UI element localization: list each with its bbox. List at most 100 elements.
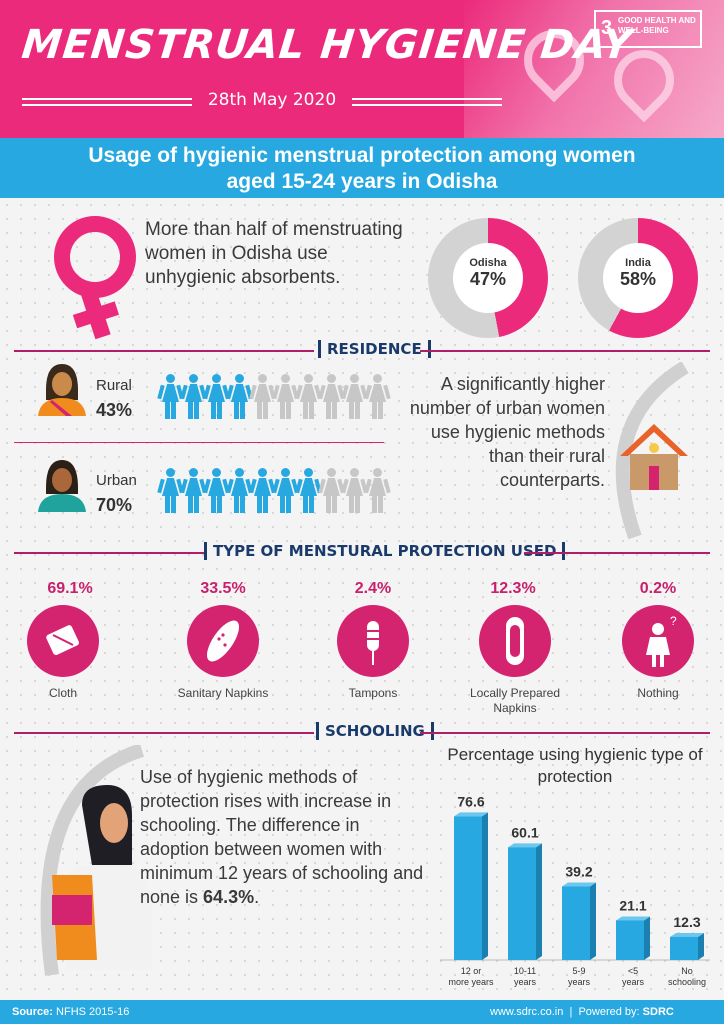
person-icon-empty — [364, 468, 391, 514]
section-divider — [420, 350, 710, 352]
rural-label: Rural — [96, 377, 132, 394]
local-napkin-icon — [479, 605, 551, 677]
bar — [670, 936, 698, 960]
source-credit: Source: NFHS 2015-16 — [12, 1000, 129, 1024]
person-icon-filled — [295, 468, 322, 514]
person-icon-filled — [180, 374, 207, 420]
category-label: years — [514, 977, 537, 987]
bar-value-label: 60.1 — [511, 824, 538, 840]
chart-title: Percentage using hygienic type of protec… — [447, 745, 703, 786]
event-date: 28th May 2020 — [207, 90, 337, 110]
svg-text:?: ? — [670, 614, 677, 628]
row-divider — [14, 442, 384, 443]
protection-label: Sanitary Napkins — [177, 686, 269, 700]
website-link[interactable]: www.sdrc.co.in — [490, 1006, 564, 1018]
category-label: 5-9 — [572, 966, 585, 976]
protection-percentage: 69.1% — [47, 580, 93, 597]
tampon-icon — [337, 605, 409, 677]
sdg-badge: 3 GOOD HEALTH AND WELL-BEING — [594, 10, 702, 48]
section-divider — [14, 732, 314, 734]
footer: Source: NFHS 2015-16 www.sdrc.co.in | Po… — [0, 1000, 724, 1024]
sanitary-napkin-icon — [187, 605, 259, 677]
section-divider — [14, 350, 314, 352]
person-icon-empty — [364, 374, 391, 420]
separator: | — [566, 1006, 579, 1018]
person-icon-filled — [272, 468, 299, 514]
person-icon-empty — [318, 374, 345, 420]
category-label: more years — [448, 977, 494, 987]
bar-value-label: 39.2 — [565, 864, 592, 880]
female-symbol-icon — [54, 216, 136, 340]
sdg-label: GOOD HEALTH AND WELL-BEING — [618, 16, 696, 35]
protection-label: Cloth — [48, 686, 77, 700]
category-label: years — [622, 977, 645, 987]
bar-value-label: 76.6 — [457, 793, 484, 809]
house-icon — [620, 424, 688, 490]
donut-center: India 58% — [603, 243, 673, 313]
person-icon-filled — [180, 468, 207, 514]
protection-label: Nothing — [637, 686, 679, 700]
divider — [22, 98, 192, 100]
donut-label: India — [625, 257, 651, 269]
date-row: 28th May 2020 — [22, 90, 502, 114]
protection-percentage: 12.3% — [490, 580, 536, 597]
bar-value-label: 21.1 — [619, 897, 646, 913]
source-value: NFHS 2015-16 — [56, 1006, 130, 1018]
divider — [22, 104, 192, 106]
donut-center: Odisha 47% — [453, 243, 523, 313]
cloth-icon — [27, 605, 99, 677]
person-icon-filled — [203, 468, 230, 514]
person-icon-empty — [295, 374, 322, 420]
divider — [352, 104, 502, 106]
student-girl-illustration — [40, 745, 152, 976]
category-label: years — [568, 977, 591, 987]
person-icon-filled — [249, 468, 276, 514]
person-icon-filled — [226, 468, 253, 514]
person-icon-empty — [272, 374, 299, 420]
bar-top — [616, 916, 650, 921]
bar — [616, 920, 644, 960]
schooling-text-end: . — [254, 887, 260, 907]
powered-by: SDRC — [642, 1006, 674, 1018]
page-title: MENSTRUAL HYGIENE DAY — [19, 22, 635, 68]
bar-top — [454, 812, 488, 817]
schooling-section-title: SCHOOLING — [316, 722, 434, 740]
donut-label: Odisha — [469, 257, 507, 269]
sdg-number: 3 — [601, 17, 613, 39]
footer-links: www.sdrc.co.in | Powered by: SDRC — [490, 1000, 674, 1024]
schooling-text: Use of hygienic methods of protection ri… — [140, 765, 430, 909]
odisha-donut: Odisha 47% — [428, 218, 548, 338]
bar-top — [508, 843, 542, 848]
protection-section-title: TYPE OF MENSTURAL PROTECTION USED — [204, 542, 566, 560]
person-icon-empty — [249, 374, 276, 420]
divider — [352, 98, 502, 100]
donut-value: 58% — [619, 269, 657, 289]
arc-decoration — [615, 362, 689, 540]
bar-side — [536, 843, 542, 960]
schooling-text-main: Use of hygienic methods of protection ri… — [140, 767, 424, 907]
banner-line-1: Usage of hygienic menstrual protection a… — [88, 144, 636, 167]
category-label: 10-11 — [514, 966, 536, 976]
person-icon-filled — [226, 374, 253, 420]
urban-percentage: 70% — [96, 495, 133, 515]
rural-percentage: 43% — [96, 400, 133, 420]
protection-percentage: 0.2% — [639, 580, 677, 597]
person-icon-empty — [341, 468, 368, 514]
person-icon-filled — [157, 374, 184, 420]
banner-line-2: aged 15-24 years in Odisha — [226, 170, 498, 193]
category-label: <5 — [628, 966, 638, 976]
powered-label: Powered by: — [578, 1006, 640, 1018]
person-icon-empty — [341, 374, 368, 420]
urban-label: Urban — [96, 472, 137, 489]
rural-pictogram — [157, 374, 391, 420]
bar-top — [562, 882, 596, 887]
residence-note: A significantly higher number of urban w… — [409, 374, 605, 490]
india-donut: India 58% — [578, 218, 698, 338]
person-icon-filled — [203, 374, 230, 420]
bar — [562, 886, 590, 960]
header — [0, 0, 724, 138]
rural-woman-icon — [38, 364, 86, 416]
bar-side — [644, 916, 650, 960]
category-label: No — [681, 966, 693, 976]
